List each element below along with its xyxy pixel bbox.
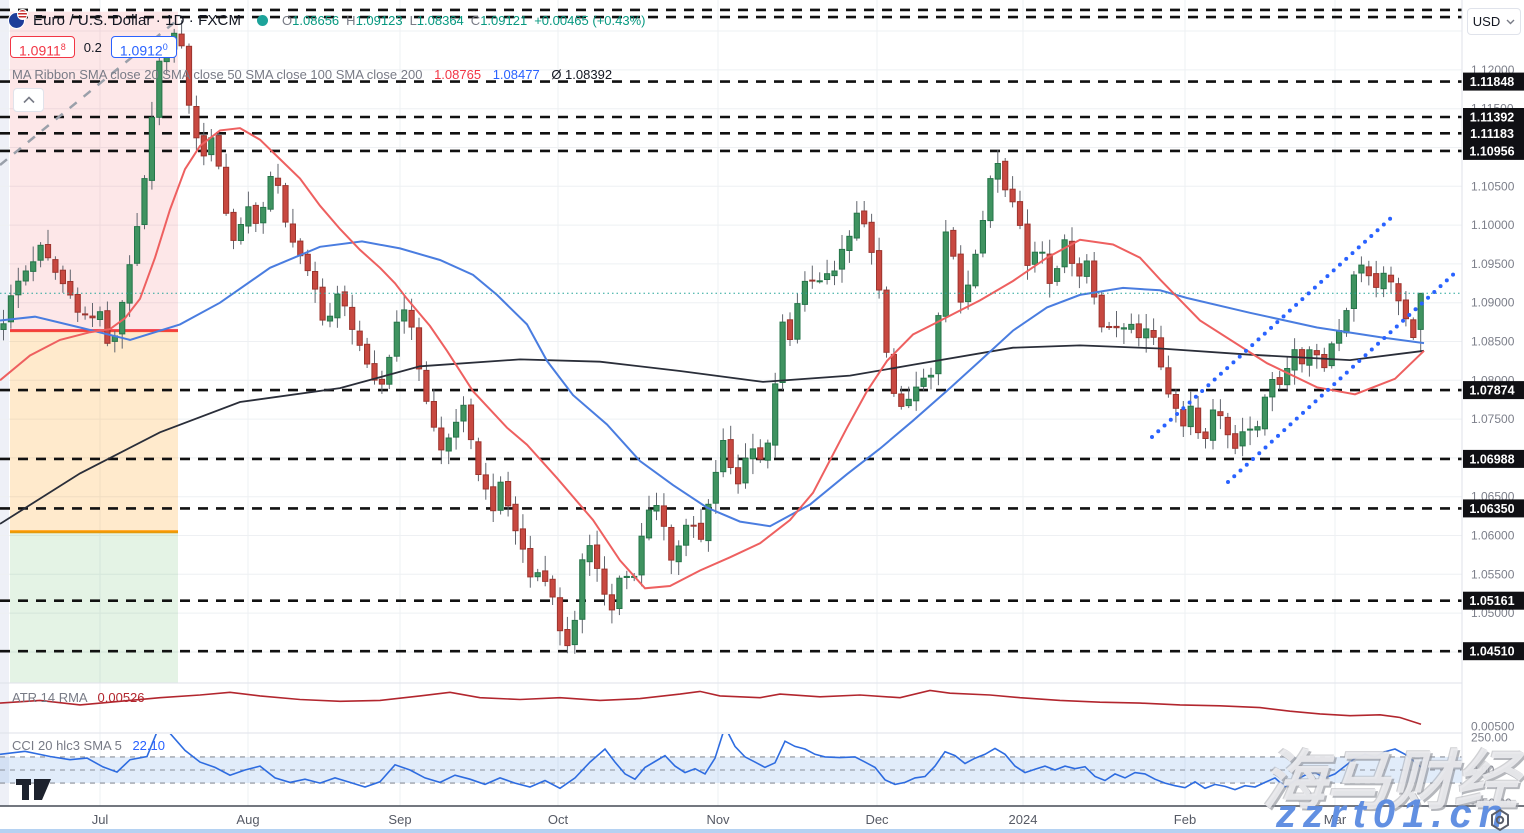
buy-ask-button[interactable]: 1.09120 — [110, 36, 177, 59]
svg-text:1.07874: 1.07874 — [1469, 384, 1514, 398]
tradingview-logo[interactable] — [16, 779, 51, 800]
time-scale[interactable]: Jul Aug Sep Oct Nov Dec 2024 Feb Mar — [0, 805, 1524, 827]
svg-text:Jul: Jul — [92, 812, 109, 827]
cci-value: 22.10 — [132, 738, 165, 753]
chevron-down-icon — [1506, 19, 1515, 24]
svg-text:1.11183: 1.11183 — [1470, 127, 1514, 141]
svg-text:1.05500: 1.05500 — [1471, 567, 1515, 581]
svg-text:Oct: Oct — [548, 812, 569, 827]
svg-text:1.04510: 1.04510 — [1469, 645, 1514, 659]
change-readout: +0.00465 (+0.43%) — [534, 13, 646, 28]
sma50-value: 1.08477 — [492, 67, 540, 82]
cci-pane — [0, 734, 1462, 791]
svg-text:0.00500: 0.00500 — [1471, 720, 1515, 734]
candlestick-series — [0, 20, 1424, 654]
atr-pane-legend[interactable]: ATR 14 RMA 0.00526 — [12, 690, 145, 705]
cci-pane-legend[interactable]: CCI 20 hlc3 SMA 5 22.10 — [12, 738, 165, 753]
dotted-channel-trendlines[interactable] — [1150, 212, 1460, 484]
svg-text:2024: 2024 — [1009, 812, 1038, 827]
level-price-label — [1463, 381, 1524, 400]
svg-text:0.00: 0.00 — [1471, 763, 1495, 777]
svg-text:Sep: Sep — [388, 812, 411, 827]
collapse-legend-button[interactable] — [13, 88, 44, 112]
ohlc-readout: O1.08656 H1.09123 L1.08364 C1.09121 +0.00465… — [282, 13, 646, 28]
svg-text:1.10000: 1.10000 — [1471, 218, 1515, 232]
pane-left-strip — [0, 0, 9, 806]
currency-dropdown[interactable]: USD — [1467, 8, 1521, 35]
level-price-label — [1463, 108, 1524, 126]
level-price-label — [1463, 642, 1524, 661]
cci-title: CCI 20 hlc3 SMA 5 — [12, 738, 122, 753]
svg-text:1.06000: 1.06000 — [1471, 529, 1515, 543]
chevron-up-icon — [22, 96, 35, 104]
svg-text:1.09500: 1.09500 — [1471, 257, 1515, 271]
supply-demand-zones[interactable] — [10, 11, 178, 683]
svg-text:1.10956: 1.10956 — [1469, 144, 1514, 158]
sma-average-value: Ø 1.08392 — [551, 67, 613, 82]
svg-text:Nov: Nov — [706, 812, 730, 827]
ma-ribbon-label: MA Ribbon SMA close 20 SMA close 50 SMA … — [12, 67, 423, 82]
ma-ribbon-legend[interactable]: MA Ribbon SMA close 20 SMA close 50 SMA … — [12, 67, 612, 82]
symbol-title[interactable]: Euro / U.S. Dollar · 1D · FXCM — [33, 12, 242, 29]
gear-icon — [1491, 808, 1509, 832]
quote-row: 1.09118 0.2 1.09120 — [10, 36, 177, 59]
level-price-label — [1463, 72, 1524, 91]
svg-text:Aug: Aug — [236, 812, 259, 827]
cci-line — [0, 734, 1422, 791]
atr-line — [0, 689, 1422, 725]
symbol-header: Euro / U.S. Dollar · 1D · FXCM O1.08656 H… — [8, 9, 646, 30]
level-price-label — [1463, 499, 1524, 518]
sma50-line[interactable] — [0, 240, 1425, 528]
sell-bid-button[interactable]: 1.09118 — [10, 36, 75, 59]
sma20-line[interactable] — [0, 127, 1425, 590]
sma20-value: 1.08765 — [434, 67, 482, 82]
market-status-icon — [257, 15, 269, 26]
spread-value: 0.2 — [83, 39, 102, 55]
price-scale[interactable]: 1.125001.120001.115001.105001.100001.095… — [1461, 0, 1524, 810]
svg-text:1.11848: 1.11848 — [1470, 75, 1515, 89]
level-price-label — [1463, 141, 1524, 160]
level-price-label — [1463, 449, 1524, 468]
svg-text:1.09000: 1.09000 — [1471, 296, 1515, 310]
level-price-label — [1463, 591, 1524, 610]
svg-text:1.07500: 1.07500 — [1471, 412, 1515, 426]
sma200-line[interactable] — [0, 344, 1425, 525]
svg-text:1.11392: 1.11392 — [1470, 111, 1515, 125]
svg-text:Feb: Feb — [1174, 812, 1196, 827]
svg-text:1.06350: 1.06350 — [1469, 502, 1514, 516]
scale-settings-button[interactable] — [1487, 808, 1513, 833]
atr-title: ATR 14 RMA — [12, 690, 87, 705]
atr-value: 0.00526 — [97, 690, 145, 705]
currency-label: USD — [1472, 14, 1501, 29]
svg-text:250.00: 250.00 — [1471, 730, 1508, 744]
svg-text:Mar: Mar — [1324, 812, 1347, 827]
svg-text:1.10500: 1.10500 — [1471, 179, 1515, 193]
svg-text:Dec: Dec — [865, 812, 889, 827]
bottom-accent-strip — [0, 829, 1524, 833]
level-price-label — [1463, 124, 1524, 143]
svg-text:1.08500: 1.08500 — [1471, 335, 1515, 349]
svg-text:1.06988: 1.06988 — [1469, 452, 1514, 466]
svg-text:1.05161: 1.05161 — [1469, 594, 1514, 608]
key-level-lines[interactable] — [0, 8, 1462, 653]
eurusd-pair-logo-icon — [8, 9, 28, 30]
